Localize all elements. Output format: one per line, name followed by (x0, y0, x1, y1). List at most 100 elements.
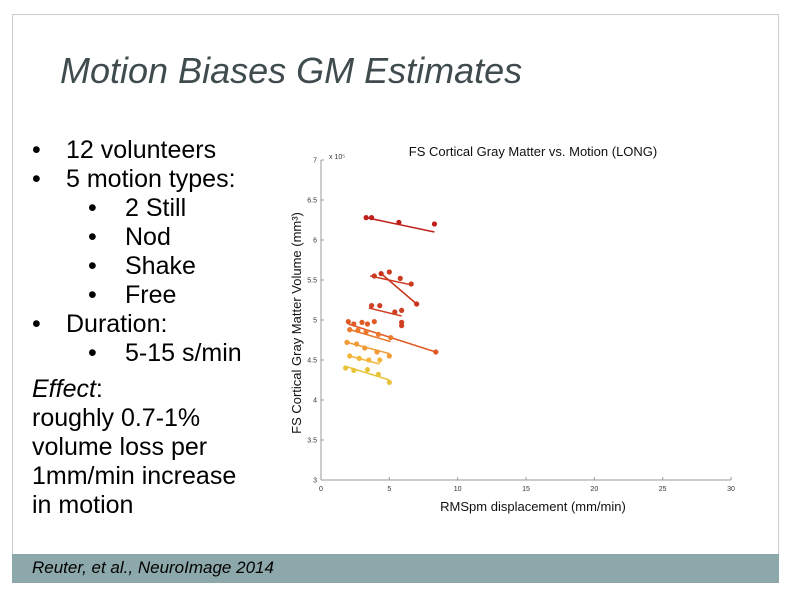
effect-heading: Effect: (32, 375, 236, 404)
y-axis-label: FS Cortical Gray Matter Volume (mm³) (289, 212, 304, 434)
bullet-list: • 12 volunteers • 5 motion types: • 2 Still… (32, 136, 242, 368)
bullet-dot: • (88, 223, 97, 251)
data-point (399, 307, 405, 313)
bullet-dot: • (88, 252, 97, 280)
chart-title: FS Cortical Gray Matter vs. Motion (LONG… (409, 144, 658, 159)
data-point (363, 215, 369, 221)
data-point (392, 309, 398, 315)
effect-summary: Effect: roughly 0.7-1% volume loss per 1… (32, 375, 236, 520)
y-tick-label: 5.5 (307, 278, 317, 285)
x-tick-label: 30 (727, 486, 735, 493)
chart-background (283, 123, 743, 518)
series-fit-line (365, 216, 435, 233)
effect-colon: : (95, 375, 103, 403)
data-point (433, 349, 439, 355)
sub-bullet-item: • 2 Still (32, 194, 242, 223)
x-tick-label: 25 (659, 486, 667, 493)
data-point (386, 379, 392, 385)
x-tick-label: 20 (590, 486, 598, 493)
x-tick-label: 5 (387, 486, 391, 493)
data-point (347, 327, 353, 333)
data-point (364, 367, 371, 373)
data-point (388, 335, 394, 341)
y-tick-label: 4.5 (307, 358, 317, 365)
y-tick-label: 3 (313, 478, 317, 485)
data-point (399, 323, 405, 329)
bullet-item: • Duration: (32, 310, 242, 339)
data-point (414, 301, 420, 307)
data-point (359, 319, 365, 325)
effect-label: Effect (32, 375, 96, 403)
sub-bullet-item: • Nod (32, 223, 242, 252)
sub-bullet-item: • Shake (32, 252, 242, 281)
data-point (431, 221, 438, 227)
x-tick-label: 15 (522, 486, 530, 493)
data-point (362, 345, 368, 351)
sub-bullet-item: • 5-15 s/min (32, 339, 242, 368)
bullet-dot: • (88, 194, 97, 222)
data-point (345, 319, 351, 325)
x-tick-label: 0 (319, 486, 323, 493)
y-tick-label: 7 (313, 158, 317, 165)
y-tick-label: 4 (313, 398, 317, 405)
y-exponent-label: x 10⁵ (329, 154, 345, 161)
y-tick-label: 5 (313, 318, 317, 325)
series-fit-line (368, 307, 402, 317)
data-point (375, 331, 381, 337)
bullet-dot: • (88, 281, 97, 309)
bullet-dot: • (32, 165, 41, 193)
data-point (397, 275, 403, 281)
data-point (377, 303, 383, 309)
x-axis-label: RMSpm displacement (mm/min) (440, 499, 626, 514)
effect-line: in motion (32, 491, 134, 519)
data-point (396, 219, 402, 225)
data-point (386, 353, 392, 359)
data-point (378, 271, 384, 277)
data-point (377, 357, 383, 363)
slide-title: Motion Biases GM Estimates (60, 50, 523, 91)
data-point (374, 349, 380, 355)
data-point (351, 367, 357, 373)
effect-line: volume loss per (32, 433, 208, 461)
bullet-text: Shake (125, 252, 196, 280)
bullet-item: • 12 volunteers (32, 136, 242, 165)
scatter-chart: FS Cortical Gray Matter vs. Motion (LONG… (283, 123, 743, 518)
bullet-text: 5-15 s/min (125, 339, 242, 367)
y-tick-label: 6 (313, 238, 317, 245)
data-point (351, 321, 357, 327)
effect-line: roughly 0.7-1% (32, 404, 201, 432)
data-point (356, 355, 362, 361)
data-point (366, 357, 372, 363)
y-tick-label: 3.5 (307, 438, 317, 445)
data-point (375, 371, 381, 377)
data-point (353, 341, 360, 347)
bullet-text: Nod (125, 223, 171, 251)
citation: Reuter, et al., NeuroImage 2014 (32, 558, 274, 577)
x-tick-label: 10 (454, 486, 462, 493)
bullet-text: Duration: (66, 310, 168, 338)
data-point (386, 269, 392, 275)
data-point (355, 327, 361, 333)
bullet-text: 12 volunteers (66, 136, 217, 164)
effect-line: 1mm/min increase (32, 462, 237, 490)
bullet-dot: • (32, 310, 41, 338)
bullet-text: 5 motion types: (66, 165, 236, 193)
data-point (371, 319, 377, 325)
data-point (368, 303, 375, 309)
bullet-dot: • (88, 339, 97, 367)
data-point (343, 365, 349, 371)
data-point (363, 329, 369, 335)
bullet-dot: • (32, 136, 41, 164)
data-point (347, 353, 353, 359)
bullet-text: Free (125, 281, 177, 309)
series-fit-line (380, 273, 418, 305)
data-point (364, 321, 371, 327)
footer-bar: Reuter, et al., NeuroImage 2014 (12, 554, 779, 583)
series-fit-line (349, 355, 380, 365)
bullet-item: • 5 motion types: (32, 165, 242, 194)
data-point (368, 215, 375, 221)
sub-bullet-item: • Free (32, 281, 242, 310)
series-fit-line (370, 275, 412, 286)
data-point (408, 281, 414, 287)
data-point (344, 339, 350, 345)
